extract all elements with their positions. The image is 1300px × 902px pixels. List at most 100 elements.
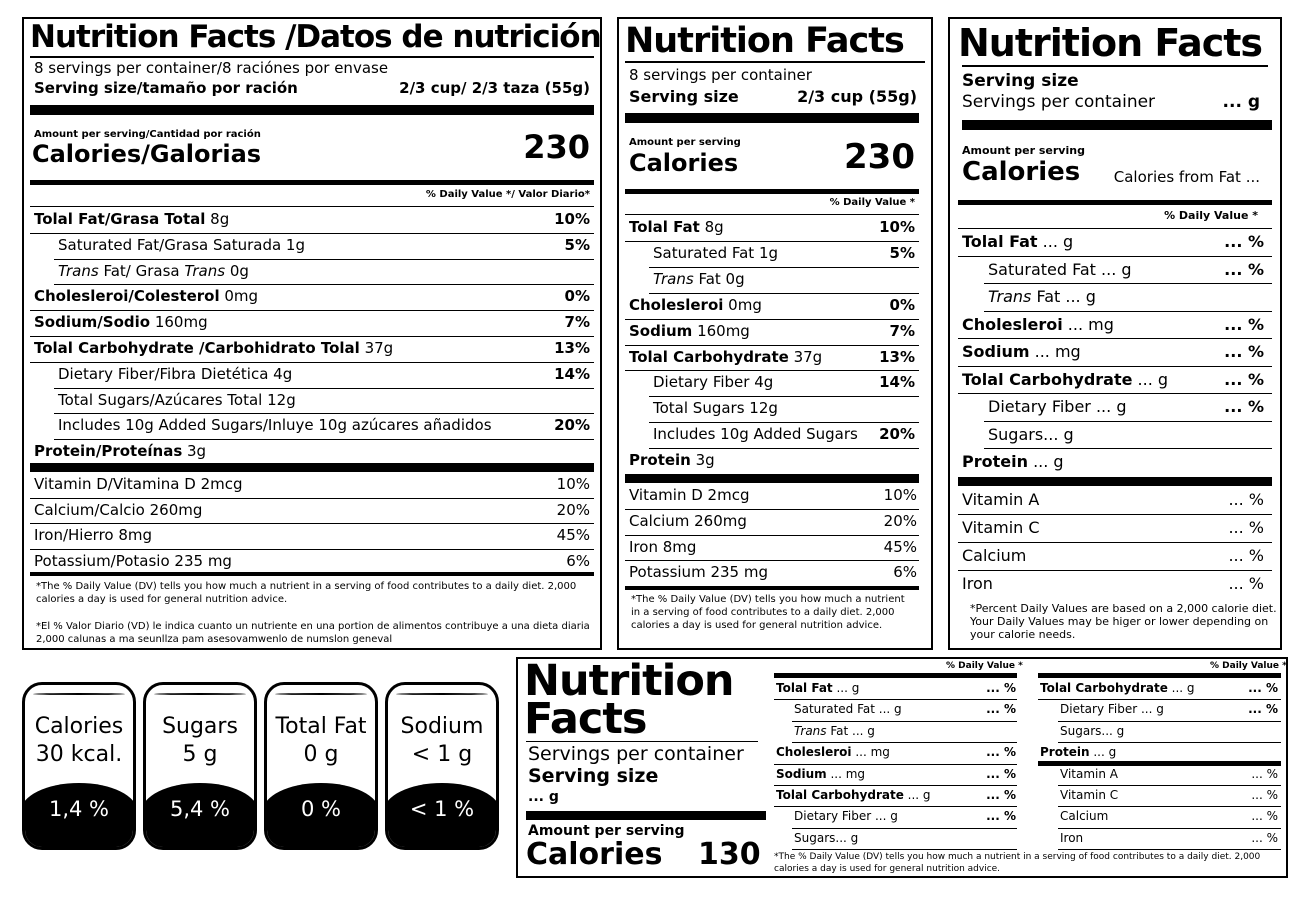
daily-value-percent: ... % (1224, 342, 1264, 361)
nutrient-row: Trans Fat/ Grasa Trans 0g (58, 259, 590, 285)
nutrient-name: Tolal Fat (776, 681, 833, 695)
vitamin-row: Calcium 260mg 20% (629, 509, 917, 535)
badge-label: Calories 30 kcal. (25, 713, 133, 769)
badge-dark-base (267, 783, 375, 847)
nutrient-amount: Saturated Fat 1g (653, 243, 779, 262)
nutrient-amount: ... mg (851, 745, 890, 760)
vitamin-percent: 20% (556, 500, 590, 519)
badge-percent: 5,4 % (169, 797, 231, 821)
nutrient-row: Dietary Fiber/Fibra Dietética 4g 14% (58, 362, 590, 388)
nutrient-amount: ... g (1167, 681, 1195, 695)
vitamin-name: Iron (962, 574, 993, 593)
nutrient-row: Tolal Carbohydrate /Carbohidrato Tolal 3… (34, 336, 590, 362)
nutrient-name: Cholesleroi (629, 295, 724, 314)
nutrient-amount: ... mg (1062, 314, 1114, 334)
nutrient-amount: Dietary Fiber ... g (1060, 702, 1164, 717)
vitamin-name: Potassium 235 mg (629, 563, 768, 582)
daily-value-percent: 20% (554, 416, 590, 435)
nutrition-label-standard: Nutrition Facts 8 servings per container… (617, 17, 933, 650)
servings-value: ... g (1222, 92, 1260, 112)
servings-per-container: 8 servings per container/8 raciónes por … (34, 59, 389, 77)
daily-value-percent: ... % (1251, 788, 1278, 802)
nutrient-name: Protein (1040, 745, 1090, 760)
nutrient-name: Sodium (776, 766, 827, 781)
daily-value-percent: ... % (986, 702, 1016, 717)
daily-value-percent: ... % (986, 681, 1016, 695)
nutrient-amount: Includes 10g Added Sugars (653, 425, 858, 444)
servings-per-container: Servings per container (528, 743, 744, 765)
amount-per-serving: Amount per serving (629, 137, 741, 148)
vitamin-name: Calcium 260mg (629, 511, 747, 530)
vitamin-percent: 45% (883, 537, 917, 556)
nutrient-row: Includes 10g Added Sugars/Inluye 10g azú… (58, 413, 590, 439)
vitamin-row: Iron 8mg 45% (629, 535, 917, 561)
nutrient-row: Sugars... g (988, 421, 1264, 449)
daily-value-percent: ... % (986, 809, 1016, 824)
nutrient-row: Saturated Fat/Grasa Saturada 1g 5% (58, 233, 590, 259)
badge-sodium: Sodium < 1 g < 1 % (385, 682, 499, 850)
nutrient-row: Includes 10g Added Sugars 20% (653, 422, 915, 448)
nutrient-row: Total Sugars/Azúcares Total 12g (58, 388, 590, 414)
vitamin-row: Calcium/Calcio 260mg 20% (34, 498, 590, 524)
nutrient-amount: ... g (832, 681, 860, 695)
nutrient-row: Trans Fat ... g (988, 283, 1264, 311)
nutrient-row: Tolal Carbohydrate ... g ... % (962, 366, 1264, 394)
nutrient-amount: Sugars... g (1060, 723, 1125, 738)
nutrient-row: Sodium 160mg 7% (629, 319, 915, 345)
nutrient-amount: Dietary Fiber ... g (794, 809, 898, 824)
daily-value-percent: ... % (1251, 830, 1278, 845)
serving-size-value: ... g (528, 789, 559, 805)
amount-per-serving: Amount per serving (528, 823, 685, 839)
nutrient-amount: 160mg (692, 321, 750, 340)
daily-value-header-col2: % Daily Value * (1210, 661, 1287, 671)
vitamin-row: Vitamin C ... % (962, 514, 1264, 542)
label-title-line2: Facts (524, 694, 648, 744)
nutrient-amount: 0mg (219, 287, 259, 306)
vitamin-name: Vitamin D/Vitamina D 2mcg (34, 475, 243, 493)
nutrient-row: Tolal Carbohydrate 37g 13% (629, 345, 915, 371)
nutrient-row: Sugars... g (1060, 721, 1278, 742)
daily-value-header-col1: % Daily Value * (946, 661, 1023, 671)
nutrient-row: Dietary Fiber ... g ... % (988, 393, 1264, 421)
servings-per-container: 8 servings per container (629, 66, 812, 84)
vitamin-name: Iron 8mg (629, 537, 697, 556)
daily-value-percent: 5% (889, 243, 915, 262)
nutrient-amount: 8g (205, 210, 230, 228)
daily-value-percent: 0% (889, 295, 915, 314)
calories-value: 230 (844, 137, 915, 177)
nutrient-row: Sugars... g (794, 828, 1016, 849)
vitamin-row: Potassium 235 mg 6% (629, 560, 917, 586)
nutrient-row: Protein/Proteínas 3g (34, 439, 590, 465)
calories-label: Calories/Galorias (32, 140, 262, 168)
nutrient-amount: Saturated Fat ... g (794, 702, 902, 717)
nutrient-name: Sodium (962, 342, 1030, 361)
nutrient-name: Tolal Fat (629, 218, 700, 236)
badge-top-curve (396, 693, 488, 695)
nutrient-name: Tolal Fat (962, 232, 1038, 251)
daily-value-header: % Daily Value */ Valor Diario* (425, 189, 590, 200)
nutrient-amount: Vitamin A (1060, 766, 1118, 781)
nutrient-row: Total Sugars 12g (653, 396, 915, 422)
nutrient-name: Cholesleroi (776, 745, 852, 760)
nutrient-amount: Includes 10g Added Sugars/Inluye 10g azú… (58, 416, 492, 435)
amount-per-serving: Amount per serving (962, 144, 1085, 157)
nutrient-row: Dietary Fiber ... g ... % (794, 806, 1016, 827)
badge-top-curve (275, 693, 367, 695)
nutrition-label-template: Nutrition Facts Serving size Servings pe… (948, 17, 1282, 650)
nutrient-amount: 37g (359, 339, 394, 357)
badge-dark-base (388, 783, 496, 847)
vitamin-percent: 20% (883, 511, 917, 530)
nutrient-row: Cholesleroi 0mg 0% (629, 293, 915, 319)
nutrient-name: Protein/Proteínas (34, 442, 183, 461)
nutrient-row: Tolal Fat ... g ... % (776, 678, 1016, 699)
serving-size-label: Serving size (629, 87, 739, 106)
label-title: Nutrition Facts (958, 21, 1263, 65)
daily-value-percent: 0% (564, 287, 590, 306)
footnote: *The % Daily Value (DV) tells you how mu… (631, 594, 905, 631)
nutrient-amount: Dietary Fiber 4g (653, 373, 774, 392)
nutrient-amount: ... g (1132, 369, 1169, 389)
nutrient-amount: ... g (1037, 232, 1074, 251)
footnote: *Percent Daily Values are based on a 2,0… (970, 602, 1277, 641)
vitamin-name: Vitamin C (962, 518, 1040, 537)
nutrient-amount: ... mg (1029, 342, 1081, 361)
